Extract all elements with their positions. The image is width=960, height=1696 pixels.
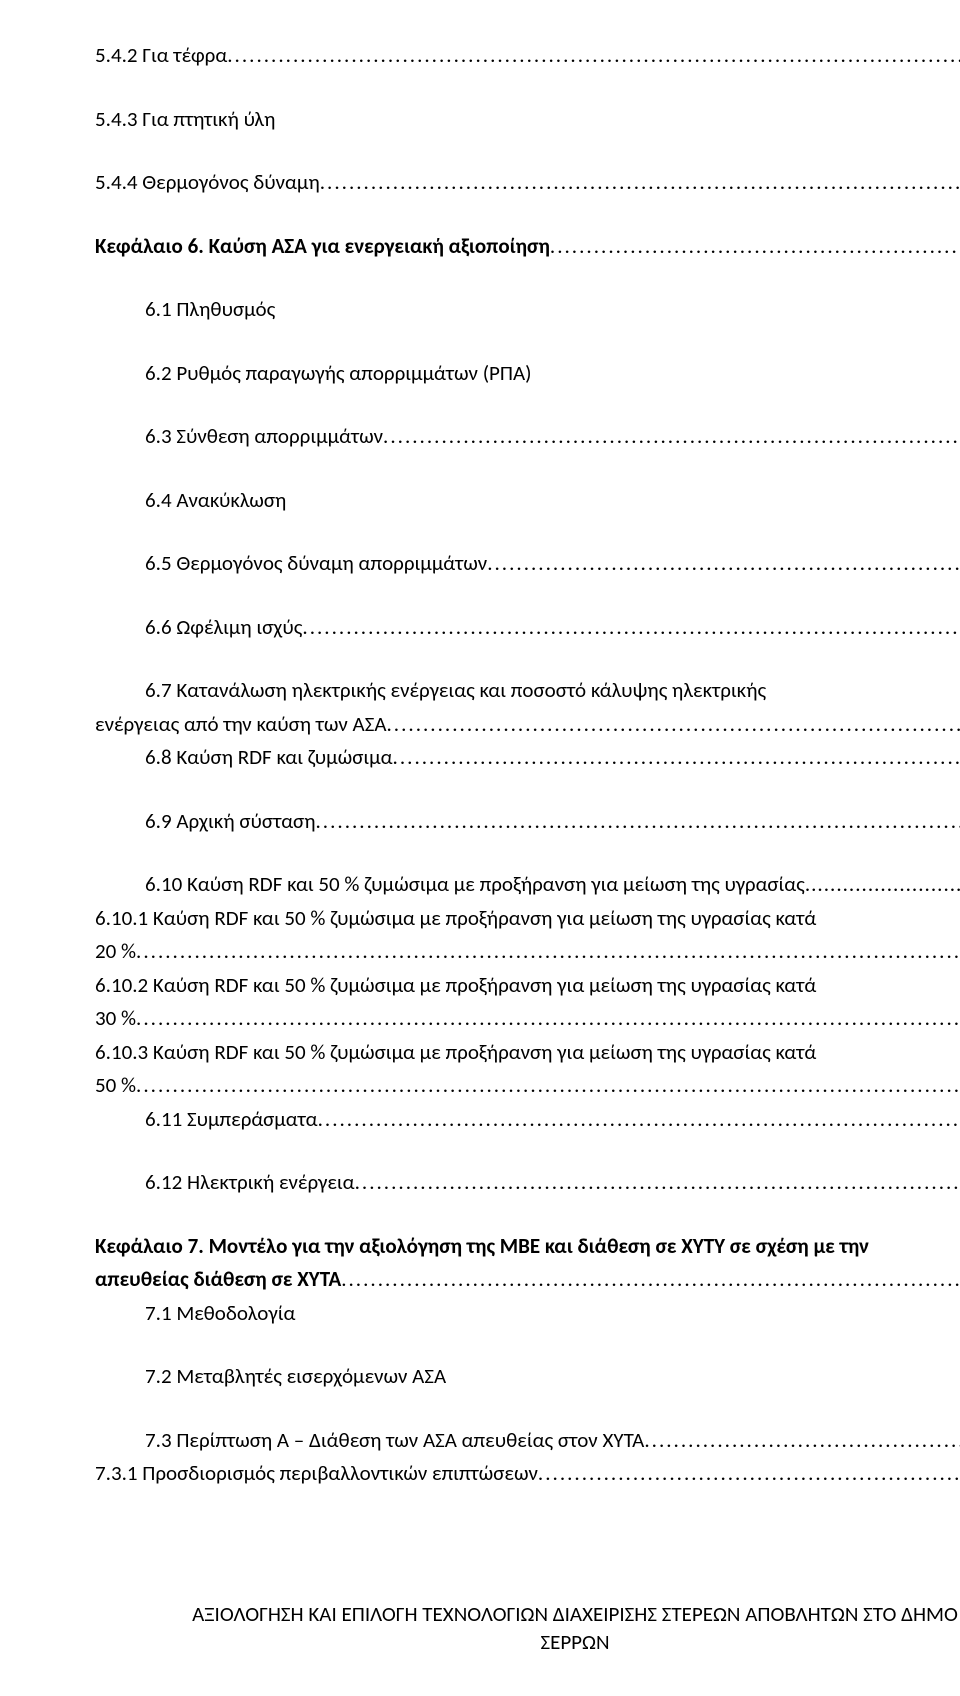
toc-label: 6.10.3 Καύση RDF και 50 % ζυμώσιμα με πρ… — [95, 1039, 816, 1065]
toc-dots — [302, 612, 960, 644]
toc-dots — [227, 40, 960, 72]
toc-entry: 7.1 Μεθοδολογία — [95, 1298, 960, 1330]
toc-entry: 6.6 Ωφέλιμη ισχύς 60 — [95, 612, 960, 644]
toc-label: 6.4 Ανακύκλωση — [145, 487, 286, 513]
toc-dots — [538, 1458, 960, 1490]
toc-dots — [136, 936, 960, 968]
toc-entry-cont: 50 % 70 — [95, 1070, 960, 1102]
toc-dots — [805, 869, 960, 901]
toc-label: 6.11 Συμπεράσματα — [145, 1104, 318, 1136]
toc-label: 6.8 Καύση RDF και ζυμώσιμα — [145, 742, 393, 774]
toc-label: 5.4.3 Για πτητική ύλη — [95, 106, 275, 132]
toc-chapter-label: Κεφάλαιο 7. Μοντέλο για την αξιολόγηση τ… — [95, 1233, 869, 1259]
toc-dots — [341, 1264, 960, 1296]
toc-entry: 6.12 Ηλεκτρική ενέργεια 72 — [95, 1167, 960, 1199]
toc-dots — [644, 1425, 960, 1457]
toc-label: 6.2 Ρυθμός παραγωγής απορριμμάτων (ΡΠΑ) — [145, 360, 532, 386]
toc-label: 6.3 Σύνθεση απορριμμάτων — [145, 421, 383, 453]
toc-dots — [318, 1104, 960, 1136]
toc-entry: 6.3 Σύνθεση απορριμμάτων 58 — [95, 421, 960, 453]
toc-label: 20 % — [95, 936, 136, 968]
toc-entry: 6.11 Συμπεράσματα 71 — [95, 1104, 960, 1136]
toc-label: ενέργειας από την καύση των ΑΣΑ — [95, 709, 387, 741]
toc-label: 6.12 Ηλεκτρική ενέργεια — [145, 1167, 355, 1199]
toc-label: 6.6 Ωφέλιμη ισχύς — [145, 612, 302, 644]
toc-label: 6.7 Κατανάλωση ηλεκτρικής ενέργειας και … — [145, 677, 766, 703]
toc-label: 6.5 Θερμογόνος δύναμη απορριμμάτων — [145, 548, 487, 580]
toc-entry: 6.4 Ανακύκλωση — [95, 485, 960, 517]
toc-chapter: Κεφάλαιο 7. Μοντέλο για την αξιολόγηση τ… — [95, 1231, 960, 1263]
toc-dots — [550, 231, 960, 263]
toc-entry: 6.2 Ρυθμός παραγωγής απορριμμάτων (ΡΠΑ) — [95, 358, 960, 390]
toc-label: 6.1 Πληθυσμός — [145, 296, 275, 322]
toc-entry: 7.2 Μεταβλητές εισερχόμενων ΑΣΑ — [95, 1361, 960, 1393]
toc-label: 30 % — [95, 1003, 136, 1035]
toc-dots — [355, 1167, 960, 1199]
toc-chapter-cont: απευθείας διάθεση σε ΧΥΤΑ 75 — [95, 1264, 960, 1296]
toc-label: 6.10.2 Καύση RDF και 50 % ζυμώσιμα με πρ… — [95, 972, 816, 998]
footer-line-2: ΣΕΡΡΩΝ — [95, 1628, 960, 1656]
footer-line-1: ΑΞΙΟΛΟΓΗΣΗ ΚΑΙ ΕΠΙΛΟΓΗ ΤΕΧΝΟΛΟΓΙΩΝ ΔΙΑΧΕ… — [95, 1600, 960, 1628]
toc-entry: 6.8 Καύση RDF και ζυμώσιμα 62 — [95, 742, 960, 774]
toc-entry: 6.10.3 Καύση RDF και 50 % ζυμώσιμα με πρ… — [95, 1037, 960, 1069]
toc-dots — [136, 1070, 960, 1102]
toc-dots — [393, 742, 960, 774]
toc-dots — [387, 709, 960, 741]
toc-dots — [315, 806, 960, 838]
toc-entry: 6.7 Κατανάλωση ηλεκτρικής ενέργειας και … — [95, 675, 960, 707]
toc-dots — [487, 548, 960, 580]
toc-entry-cont: ενέργειας από την καύση των ΑΣΑ 61 — [95, 709, 960, 741]
toc-entry-cont: 20 % 68 — [95, 936, 960, 968]
toc-entry: 7.3.1 Προσδιορισμός περιβαλλοντικών επιπ… — [95, 1458, 960, 1490]
toc-entry: 7.3 Περίπτωση Α – Διάθεση των ΑΣΑ απευθε… — [95, 1425, 960, 1457]
toc-chapter: Κεφάλαιο 6. Καύση ΑΣΑ για ενεργειακή αξι… — [95, 231, 960, 263]
toc-label: 5.4.4 Θερμογόνος δύναμη — [95, 167, 320, 199]
toc-entry: 6.10 Καύση RDF και 50 % ζυμώσιμα με προξ… — [95, 869, 960, 901]
toc-chapter-label: απευθείας διάθεση σε ΧΥΤΑ — [95, 1264, 341, 1296]
toc-dots — [320, 167, 960, 199]
toc-chapter-label: Κεφάλαιο 6. Καύση ΑΣΑ για ενεργειακή αξι… — [95, 231, 550, 263]
toc-label: 7.1 Μεθοδολογία — [145, 1300, 295, 1326]
toc-label: 6.10 Καύση RDF και 50 % ζυμώσιμα με προξ… — [145, 869, 805, 901]
toc-dots — [383, 421, 960, 453]
toc-entry: 6.10.1 Καύση RDF και 50 % ζυμώσιμα με πρ… — [95, 903, 960, 935]
toc-label: 50 % — [95, 1070, 136, 1102]
toc-label: 7.3 Περίπτωση Α – Διάθεση των ΑΣΑ απευθε… — [145, 1425, 644, 1457]
toc-label: 5.4.2 Για τέφρα — [95, 40, 227, 72]
toc-entry: 6.1 Πληθυσμός — [95, 294, 960, 326]
toc-label: 6.10.1 Καύση RDF και 50 % ζυμώσιμα με πρ… — [95, 905, 816, 931]
toc-entry: 5.4.4 Θερμογόνος δύναμη 54 — [95, 167, 960, 199]
toc-entry: 6.10.2 Καύση RDF και 50 % ζυμώσιμα με πρ… — [95, 970, 960, 1002]
toc-dots — [136, 1003, 960, 1035]
toc-label: 7.3.1 Προσδιορισμός περιβαλλοντικών επιπ… — [95, 1458, 538, 1490]
page-footer: ΑΞΙΟΛΟΓΗΣΗ ΚΑΙ ΕΠΙΛΟΓΗ ΤΕΧΝΟΛΟΓΙΩΝ ΔΙΑΧΕ… — [95, 1600, 960, 1657]
toc-entry: 5.4.3 Για πτητική ύλη — [95, 104, 960, 136]
toc-entry: 6.9 Αρχική σύσταση 65 — [95, 806, 960, 838]
toc-entry: 5.4.2 Για τέφρα 53 — [95, 40, 960, 72]
toc-entry: 6.5 Θερμογόνος δύναμη απορριμμάτων 59 — [95, 548, 960, 580]
toc-label: 7.2 Μεταβλητές εισερχόμενων ΑΣΑ — [145, 1363, 446, 1389]
toc-label: 6.9 Αρχική σύσταση — [145, 806, 315, 838]
toc-entry-cont: 30 % 69 — [95, 1003, 960, 1035]
